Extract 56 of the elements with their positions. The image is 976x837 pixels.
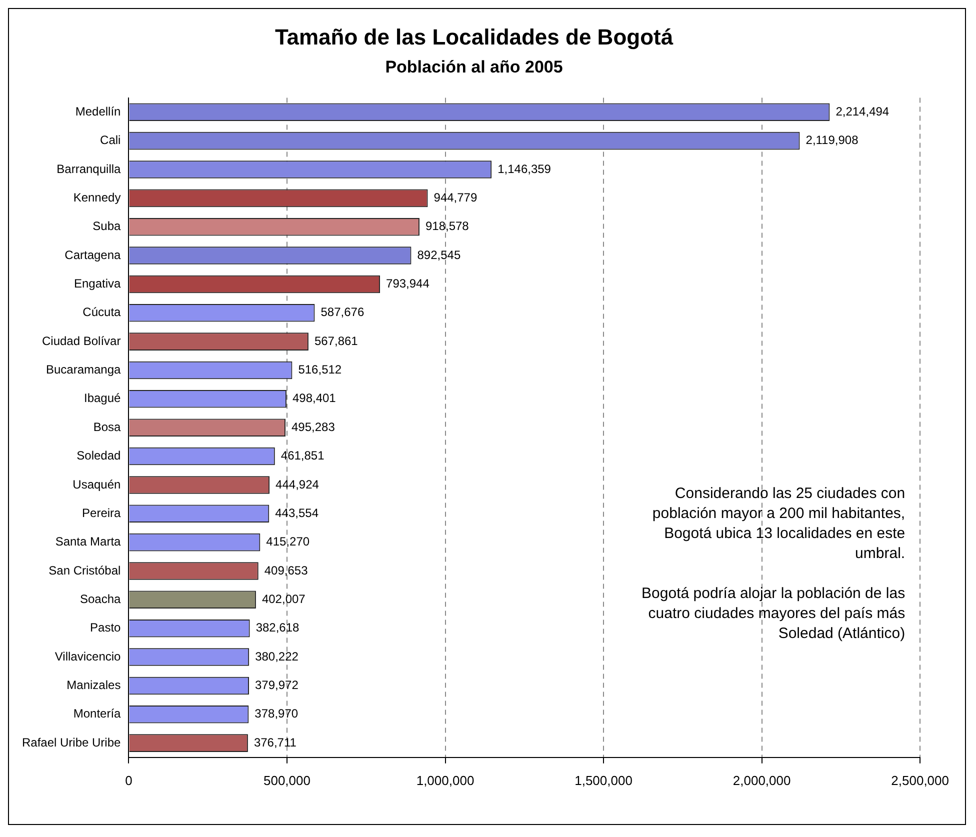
y-tick-label: Montería bbox=[73, 706, 122, 721]
y-tick-label: San Cristóbal bbox=[48, 563, 121, 578]
data-label: 793,944 bbox=[386, 276, 430, 291]
y-tick-label: Cartagena bbox=[64, 248, 122, 262]
x-tick-label: 2,500,000 bbox=[891, 772, 950, 788]
y-tick-label: Pasto bbox=[90, 620, 122, 635]
data-label: 444,924 bbox=[276, 477, 320, 492]
data-label: 1,146,359 bbox=[498, 162, 552, 176]
y-tick-label: Kennedy bbox=[73, 190, 121, 204]
data-label: 944,779 bbox=[434, 190, 478, 204]
y-tick-label: Barranquilla bbox=[56, 162, 122, 176]
y-tick-label: Suba bbox=[92, 219, 122, 234]
x-tick-label: 500,000 bbox=[263, 772, 310, 788]
data-label: 2,214,494 bbox=[836, 104, 890, 118]
chart-subtitle: Población al año 2005 bbox=[385, 57, 563, 76]
y-tick-label: Cúcuta bbox=[82, 305, 122, 320]
data-label: 376,711 bbox=[254, 735, 297, 750]
x-tick-label: 2,000,000 bbox=[732, 772, 791, 788]
annotation: Bogotá podría alojar la población de las cuatro ciudades mayores del país más Soledad (Atlántico) bbox=[642, 584, 906, 642]
chart-title: Tamaño de las Localidades de Bogotá bbox=[274, 24, 674, 50]
y-tick-label: Manizales bbox=[66, 678, 121, 692]
y-tick-label: Usaquén bbox=[72, 477, 121, 492]
y-tick-label: Soledad bbox=[76, 448, 121, 463]
data-label: 892,545 bbox=[417, 248, 461, 262]
y-tick-label: Rafael Uribe Uribe bbox=[22, 735, 122, 750]
data-label: 516,512 bbox=[298, 362, 342, 377]
data-label: 409,653 bbox=[264, 563, 308, 578]
y-tick-label: Bucaramanga bbox=[46, 362, 122, 377]
y-tick-label: Medellín bbox=[75, 104, 121, 118]
data-label: 402,007 bbox=[262, 592, 306, 606]
data-label: 378,970 bbox=[254, 706, 298, 721]
x-tick-label: 0 bbox=[125, 772, 132, 788]
data-label: 379,972 bbox=[254, 678, 299, 692]
x-tick-label: 1,500,000 bbox=[574, 772, 632, 788]
x-tick-label: 1,000,000 bbox=[416, 772, 474, 788]
y-tick-label: Ibagué bbox=[84, 391, 122, 406]
data-label: 443,554 bbox=[275, 506, 319, 520]
y-tick-label: Cali bbox=[100, 133, 121, 148]
data-label: 461,851 bbox=[280, 448, 325, 463]
data-label: 2,119,908 bbox=[806, 133, 859, 148]
y-tick-label: Pereira bbox=[82, 506, 122, 520]
data-label: 918,578 bbox=[425, 219, 470, 234]
y-tick-label: Engativa bbox=[74, 276, 122, 291]
annotation: Considerando las 25 ciudades con población mayor a 200 mil habitantes, Bogotá ubica 13 localidades en este umbral. bbox=[652, 484, 906, 562]
data-label: 567,861 bbox=[314, 334, 358, 348]
data-label: 498,401 bbox=[292, 391, 336, 406]
data-label: 415,270 bbox=[266, 534, 310, 549]
y-tick-label: Santa Marta bbox=[55, 534, 122, 549]
y-tick-label: Villavicencio bbox=[54, 649, 122, 664]
data-label: 495,283 bbox=[291, 420, 336, 434]
data-label: 382,618 bbox=[256, 620, 300, 635]
y-tick-label: Bosa bbox=[93, 420, 122, 434]
y-tick-label: Soacha bbox=[80, 592, 122, 606]
data-label: 380,222 bbox=[255, 649, 299, 664]
data-label: 587,676 bbox=[320, 305, 364, 320]
y-tick-label: Ciudad Bolívar bbox=[42, 334, 121, 348]
